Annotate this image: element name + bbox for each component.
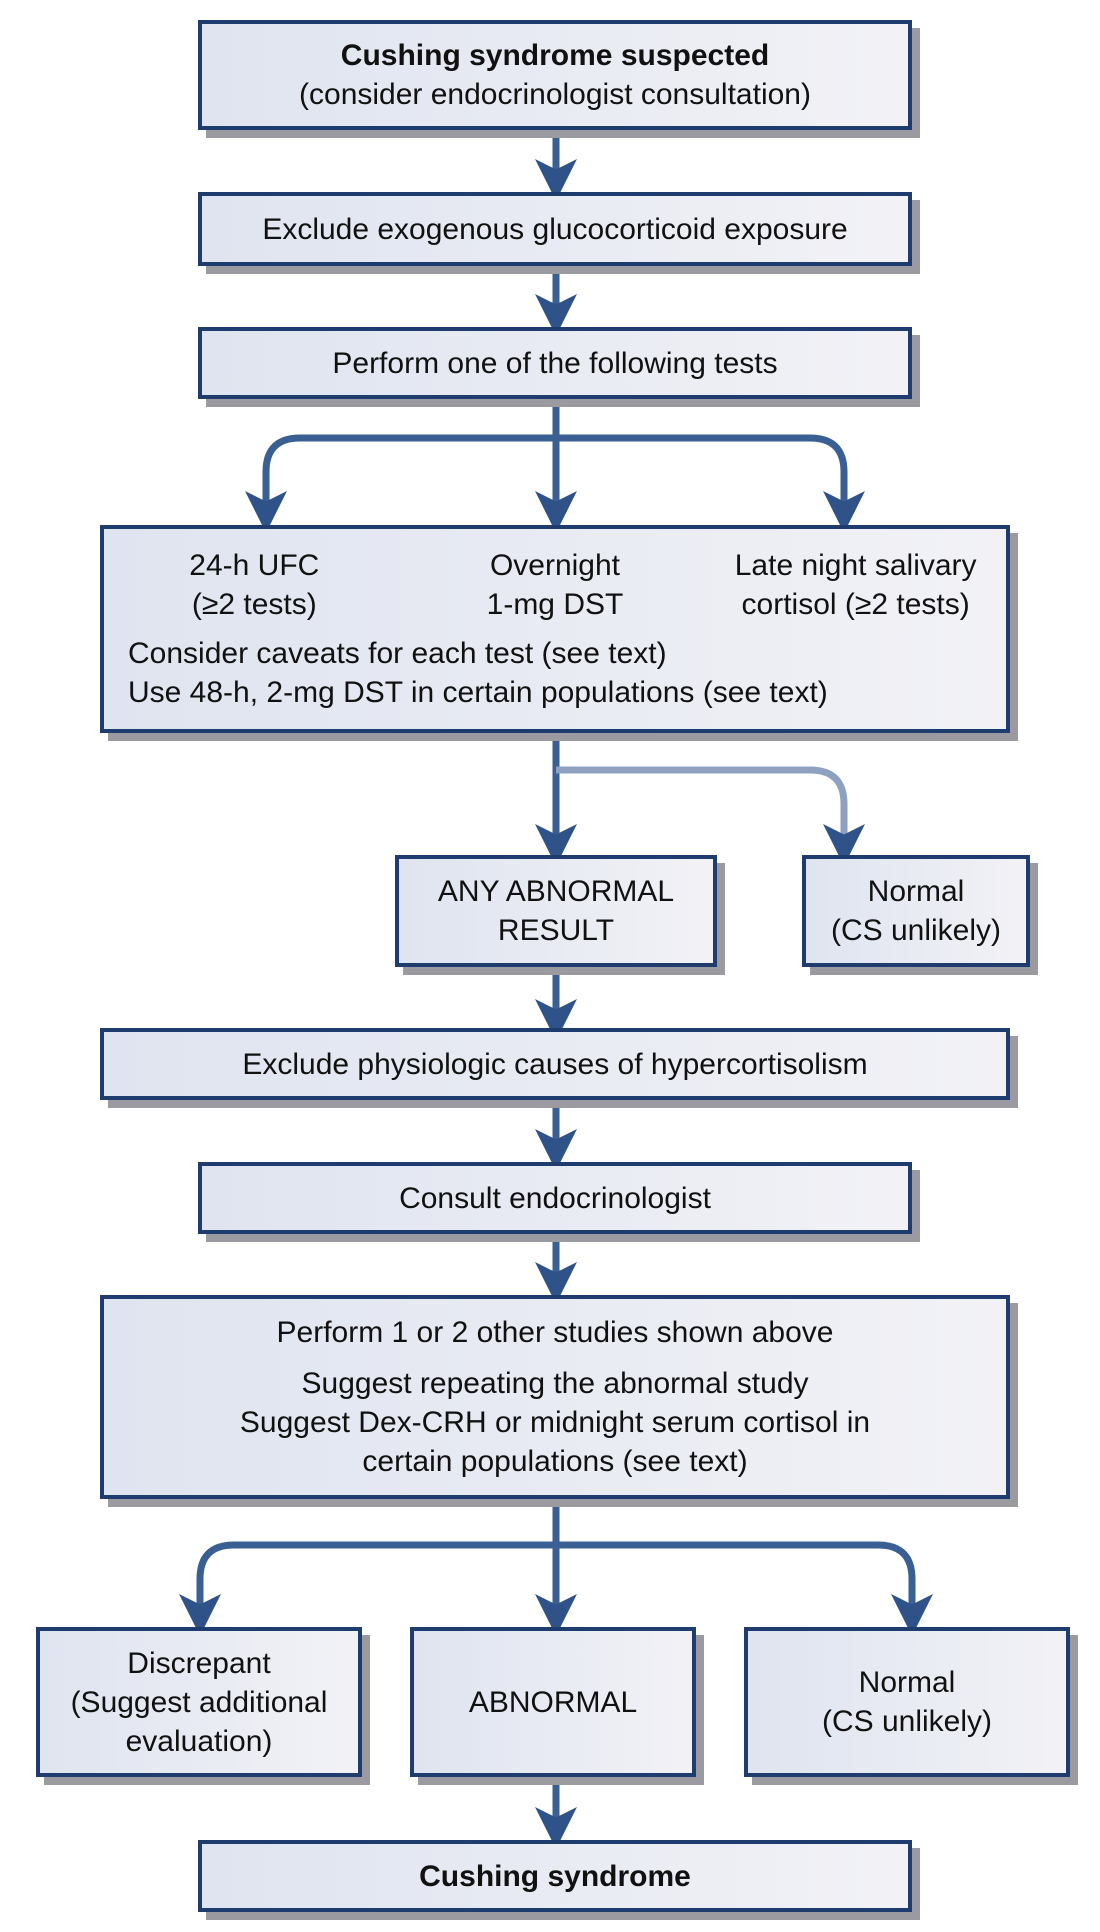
suspected-subtitle: (consider endocrinologist consultation) [299,78,811,111]
abnormal-label: ABNORMAL [468,1685,638,1719]
other-studies-line4: certain populations (see text) [362,1445,748,1478]
test-dst: Overnight 1-mg DST [406,546,704,624]
test-salivary-line2: cortisol (≥2 tests) [741,588,970,621]
normal-unlikely-box-2: Normal (CS unlikely) [744,1627,1070,1777]
exclude-exogenous-box: Exclude exogenous glucocorticoid exposur… [198,192,912,266]
other-studies-box: Perform 1 or 2 other studies shown above… [100,1295,1010,1499]
test-salivary: Late night salivary cortisol (≥2 tests) [707,546,1005,624]
other-studies-line1: Perform 1 or 2 other studies shown above [276,1316,834,1349]
tests-note-caveats: Consider caveats for each test (see text… [128,637,667,670]
suspected-title: Cushing syndrome suspected [340,39,770,72]
normal-unlikely-box-1: Normal (CS unlikely) [802,855,1030,967]
other-studies-line3: Suggest Dex-CRH or midnight serum cortis… [239,1406,871,1439]
tests-box: 24-h UFC (≥2 tests) Overnight 1-mg DST L… [100,525,1010,733]
tests-notes: Consider caveats for each test (see text… [128,634,828,712]
test-ufc-line2: (≥2 tests) [191,588,317,621]
other-studies-line2: Suggest repeating the abnormal study [301,1367,809,1400]
normal-2-line1: Normal [858,1666,956,1699]
exclude-physiologic-box: Exclude physiologic causes of hypercorti… [100,1028,1010,1100]
tests-note-2mg-dst: Use 48-h, 2-mg DST in certain population… [128,676,828,709]
arrow-branch-left [245,434,556,533]
perform-tests-label: Perform one of the following tests [332,346,778,380]
tests-row: 24-h UFC (≥2 tests) Overnight 1-mg DST L… [104,546,1006,624]
any-abnormal-box: ANY ABNORMAL RESULT [395,855,717,967]
discrepant-line2: (Suggest additional [70,1685,328,1719]
cushing-label: Cushing syndrome [419,1859,691,1893]
test-salivary-line1: Late night salivary [734,549,977,582]
arrow-branch-right [556,434,865,533]
any-abnormal-line1: ANY ABNORMAL [437,875,675,908]
arrow-studies-left [179,1541,556,1636]
exclude-physiologic-label: Exclude physiologic causes of hypercorti… [242,1047,868,1081]
arrow-studies-right [556,1541,933,1636]
cushing-suspected-box: Cushing syndrome suspected (consider end… [198,20,912,130]
discrepant-box: Discrepant (Suggest additional evaluatio… [36,1627,362,1777]
normal-1-line1: Normal [867,875,965,908]
consult-label: Consult endocrinologist [399,1181,711,1215]
normal-2-line2: (CS unlikely) [821,1705,993,1738]
arrow-split-to-normal [556,766,865,866]
normal-1-line2: (CS unlikely) [830,914,1002,947]
test-dst-line1: Overnight [489,549,621,582]
abnormal-box: ABNORMAL [410,1627,696,1777]
test-ufc-line1: 24-h UFC [189,549,320,582]
consult-endocrinologist-box: Consult endocrinologist [198,1162,912,1234]
any-abnormal-line2: RESULT [497,914,615,947]
exclude-exogenous-label: Exclude exogenous glucocorticoid exposur… [262,212,848,246]
discrepant-line1: Discrepant [127,1646,271,1680]
perform-tests-box: Perform one of the following tests [198,327,912,399]
cushing-syndrome-box: Cushing syndrome [198,1840,912,1912]
test-dst-line2: 1-mg DST [486,588,624,621]
test-ufc: 24-h UFC (≥2 tests) [106,546,404,624]
discrepant-line3: evaluation) [125,1724,273,1758]
